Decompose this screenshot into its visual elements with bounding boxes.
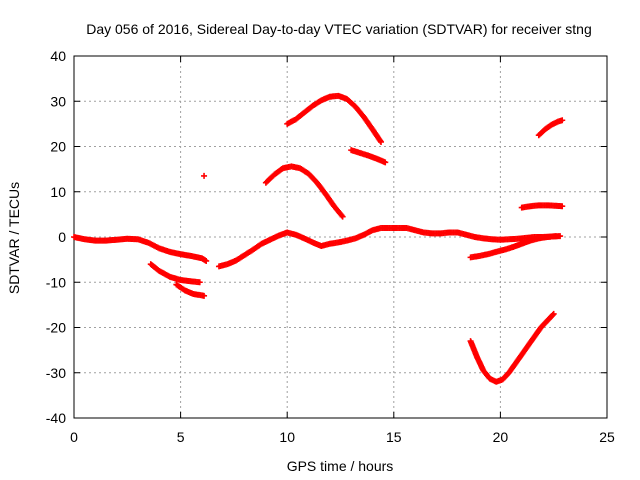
data-point: [201, 172, 208, 179]
x-tick-label: 20: [493, 429, 509, 445]
chart-title: Day 056 of 2016, Sidereal Day-to-day VTE…: [86, 21, 592, 37]
data-point: [549, 311, 556, 318]
series-arc-5: [215, 224, 564, 270]
y-tick-label: -10: [46, 274, 66, 290]
data-point: [382, 159, 389, 166]
y-tick-label: 30: [50, 93, 66, 109]
data-point: [550, 310, 557, 317]
data-point: [339, 213, 346, 220]
series-arc-2: [147, 261, 203, 286]
x-tick-label: 10: [279, 429, 295, 445]
y-tick-label: 0: [58, 229, 66, 245]
series-arc-1: [71, 234, 210, 264]
y-tick-label: -20: [46, 320, 66, 336]
y-tick-label: -40: [46, 410, 66, 426]
y-tick-label: 20: [50, 139, 66, 155]
y-tick-label: -30: [46, 365, 66, 381]
data-point: [203, 257, 210, 264]
y-tick-label: 10: [50, 184, 66, 200]
series-arc-6: [262, 163, 346, 220]
y-tick-label: 40: [50, 48, 66, 64]
x-tick-label: 15: [386, 429, 402, 445]
series-arc-8: [348, 147, 389, 166]
x-tick-label: 25: [599, 429, 615, 445]
data-point: [559, 117, 566, 124]
y-axis-label: SDTVAR / TECUs: [6, 182, 22, 294]
axis-ticks: 0 5 10 15 20 25 -40 -30 -20 -10 0 10 20 30 40: [46, 48, 615, 445]
series-arc-7: [284, 92, 385, 145]
series-arc-9: [467, 233, 559, 261]
x-tick-label: 5: [177, 429, 185, 445]
data-point: [201, 292, 208, 299]
series-arc-4: [201, 172, 208, 179]
data-points: [71, 92, 566, 385]
series-arc-12: [535, 117, 566, 139]
x-axis-label: GPS time / hours: [287, 458, 394, 474]
data-point: [196, 279, 203, 286]
series-arc-3: [173, 281, 208, 299]
data-point: [552, 233, 559, 240]
grid-lines: [74, 56, 607, 418]
data-point: [338, 212, 345, 219]
x-tick-label: 0: [70, 429, 78, 445]
series-arc-10: [467, 310, 557, 385]
data-point: [559, 203, 566, 210]
series-arc-11: [518, 202, 566, 211]
data-point: [378, 138, 385, 145]
